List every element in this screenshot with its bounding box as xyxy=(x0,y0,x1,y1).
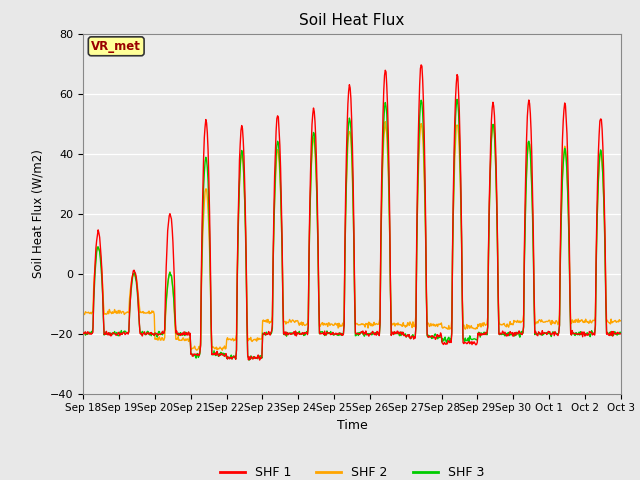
Line: SHF 3: SHF 3 xyxy=(83,99,621,360)
SHF 3 xyxy=(434,336,442,342)
SHF 2 xyxy=(200,214,207,219)
SHF 3 xyxy=(227,352,235,358)
SHF 3 xyxy=(199,211,207,216)
SHF 2 xyxy=(381,119,389,125)
SHF 2 xyxy=(419,133,426,139)
SHF 1 xyxy=(79,330,87,336)
SHF 3 xyxy=(79,330,87,336)
Line: SHF 2: SHF 2 xyxy=(83,122,621,350)
SHF 1 xyxy=(417,62,425,68)
Legend: SHF 1, SHF 2, SHF 3: SHF 1, SHF 2, SHF 3 xyxy=(215,461,489,480)
SHF 1 xyxy=(227,355,235,360)
SHF 2 xyxy=(79,309,87,315)
SHF 3 xyxy=(617,330,625,336)
Text: VR_met: VR_met xyxy=(92,40,141,53)
SHF 3 xyxy=(418,100,426,106)
X-axis label: Time: Time xyxy=(337,419,367,432)
Title: Soil Heat Flux: Soil Heat Flux xyxy=(300,13,404,28)
SHF 3 xyxy=(145,329,152,335)
Line: SHF 1: SHF 1 xyxy=(83,65,621,360)
SHF 2 xyxy=(617,318,625,324)
SHF 1 xyxy=(435,334,442,340)
SHF 2 xyxy=(89,310,97,315)
SHF 1 xyxy=(419,77,426,83)
SHF 3 xyxy=(453,96,461,102)
SHF 2 xyxy=(435,321,442,327)
SHF 3 xyxy=(89,324,97,330)
SHF 2 xyxy=(228,336,236,342)
SHF 1 xyxy=(256,357,264,363)
SHF 1 xyxy=(145,330,152,336)
SHF 1 xyxy=(617,331,625,336)
Y-axis label: Soil Heat Flux (W/m2): Soil Heat Flux (W/m2) xyxy=(31,149,44,278)
SHF 3 xyxy=(245,357,253,363)
SHF 1 xyxy=(89,329,97,335)
SHF 2 xyxy=(145,310,152,316)
SHF 2 xyxy=(193,348,201,353)
SHF 1 xyxy=(199,186,207,192)
